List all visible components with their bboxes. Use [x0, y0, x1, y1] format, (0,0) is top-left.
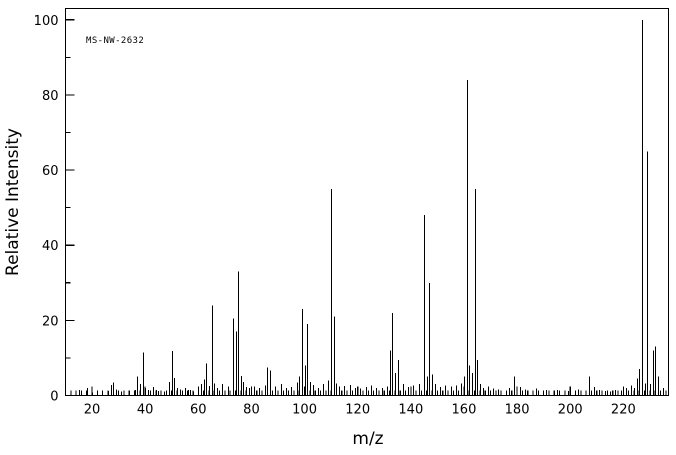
plot-frame: [64, 7, 670, 397]
x-tick-label: 100: [292, 403, 317, 418]
x-tick-label: 40: [137, 403, 154, 418]
x-tick-label: 120: [345, 403, 370, 418]
x-tick-label: 140: [398, 403, 423, 418]
plot-border: [64, 7, 670, 397]
y-tick-label: 20: [42, 314, 59, 329]
x-tick-label: 180: [505, 403, 530, 418]
spectrum-peaks: [78, 19, 665, 396]
x-tick-label: 60: [190, 403, 207, 418]
y-tick-label: 0: [50, 390, 58, 405]
x-tick-label: 220: [611, 403, 636, 418]
y-axis-title: Relative Intensity: [3, 128, 23, 276]
y-tick-label: 40: [42, 239, 59, 254]
x-tick-label: 200: [558, 403, 583, 418]
y-axis-tick-labels: 0 20 40 60 80 100: [34, 14, 59, 405]
y-tick-label: 100: [34, 14, 59, 29]
x-axis-title: m/z: [352, 429, 383, 449]
x-tick-label: 20: [84, 403, 101, 418]
x-tick-label: 80: [243, 403, 260, 418]
x-tick-label: 160: [452, 403, 477, 418]
x-axis-tick-labels: 20 40 60 80 100 120 140 160 180 200 220: [84, 403, 636, 418]
y-tick-label: 60: [42, 164, 59, 179]
sample-label: MS-NW-2632: [86, 36, 144, 46]
x-axis-ticks: [64, 386, 667, 396]
y-axis-ticks: [65, 19, 75, 397]
y-tick-label: 80: [42, 89, 59, 104]
